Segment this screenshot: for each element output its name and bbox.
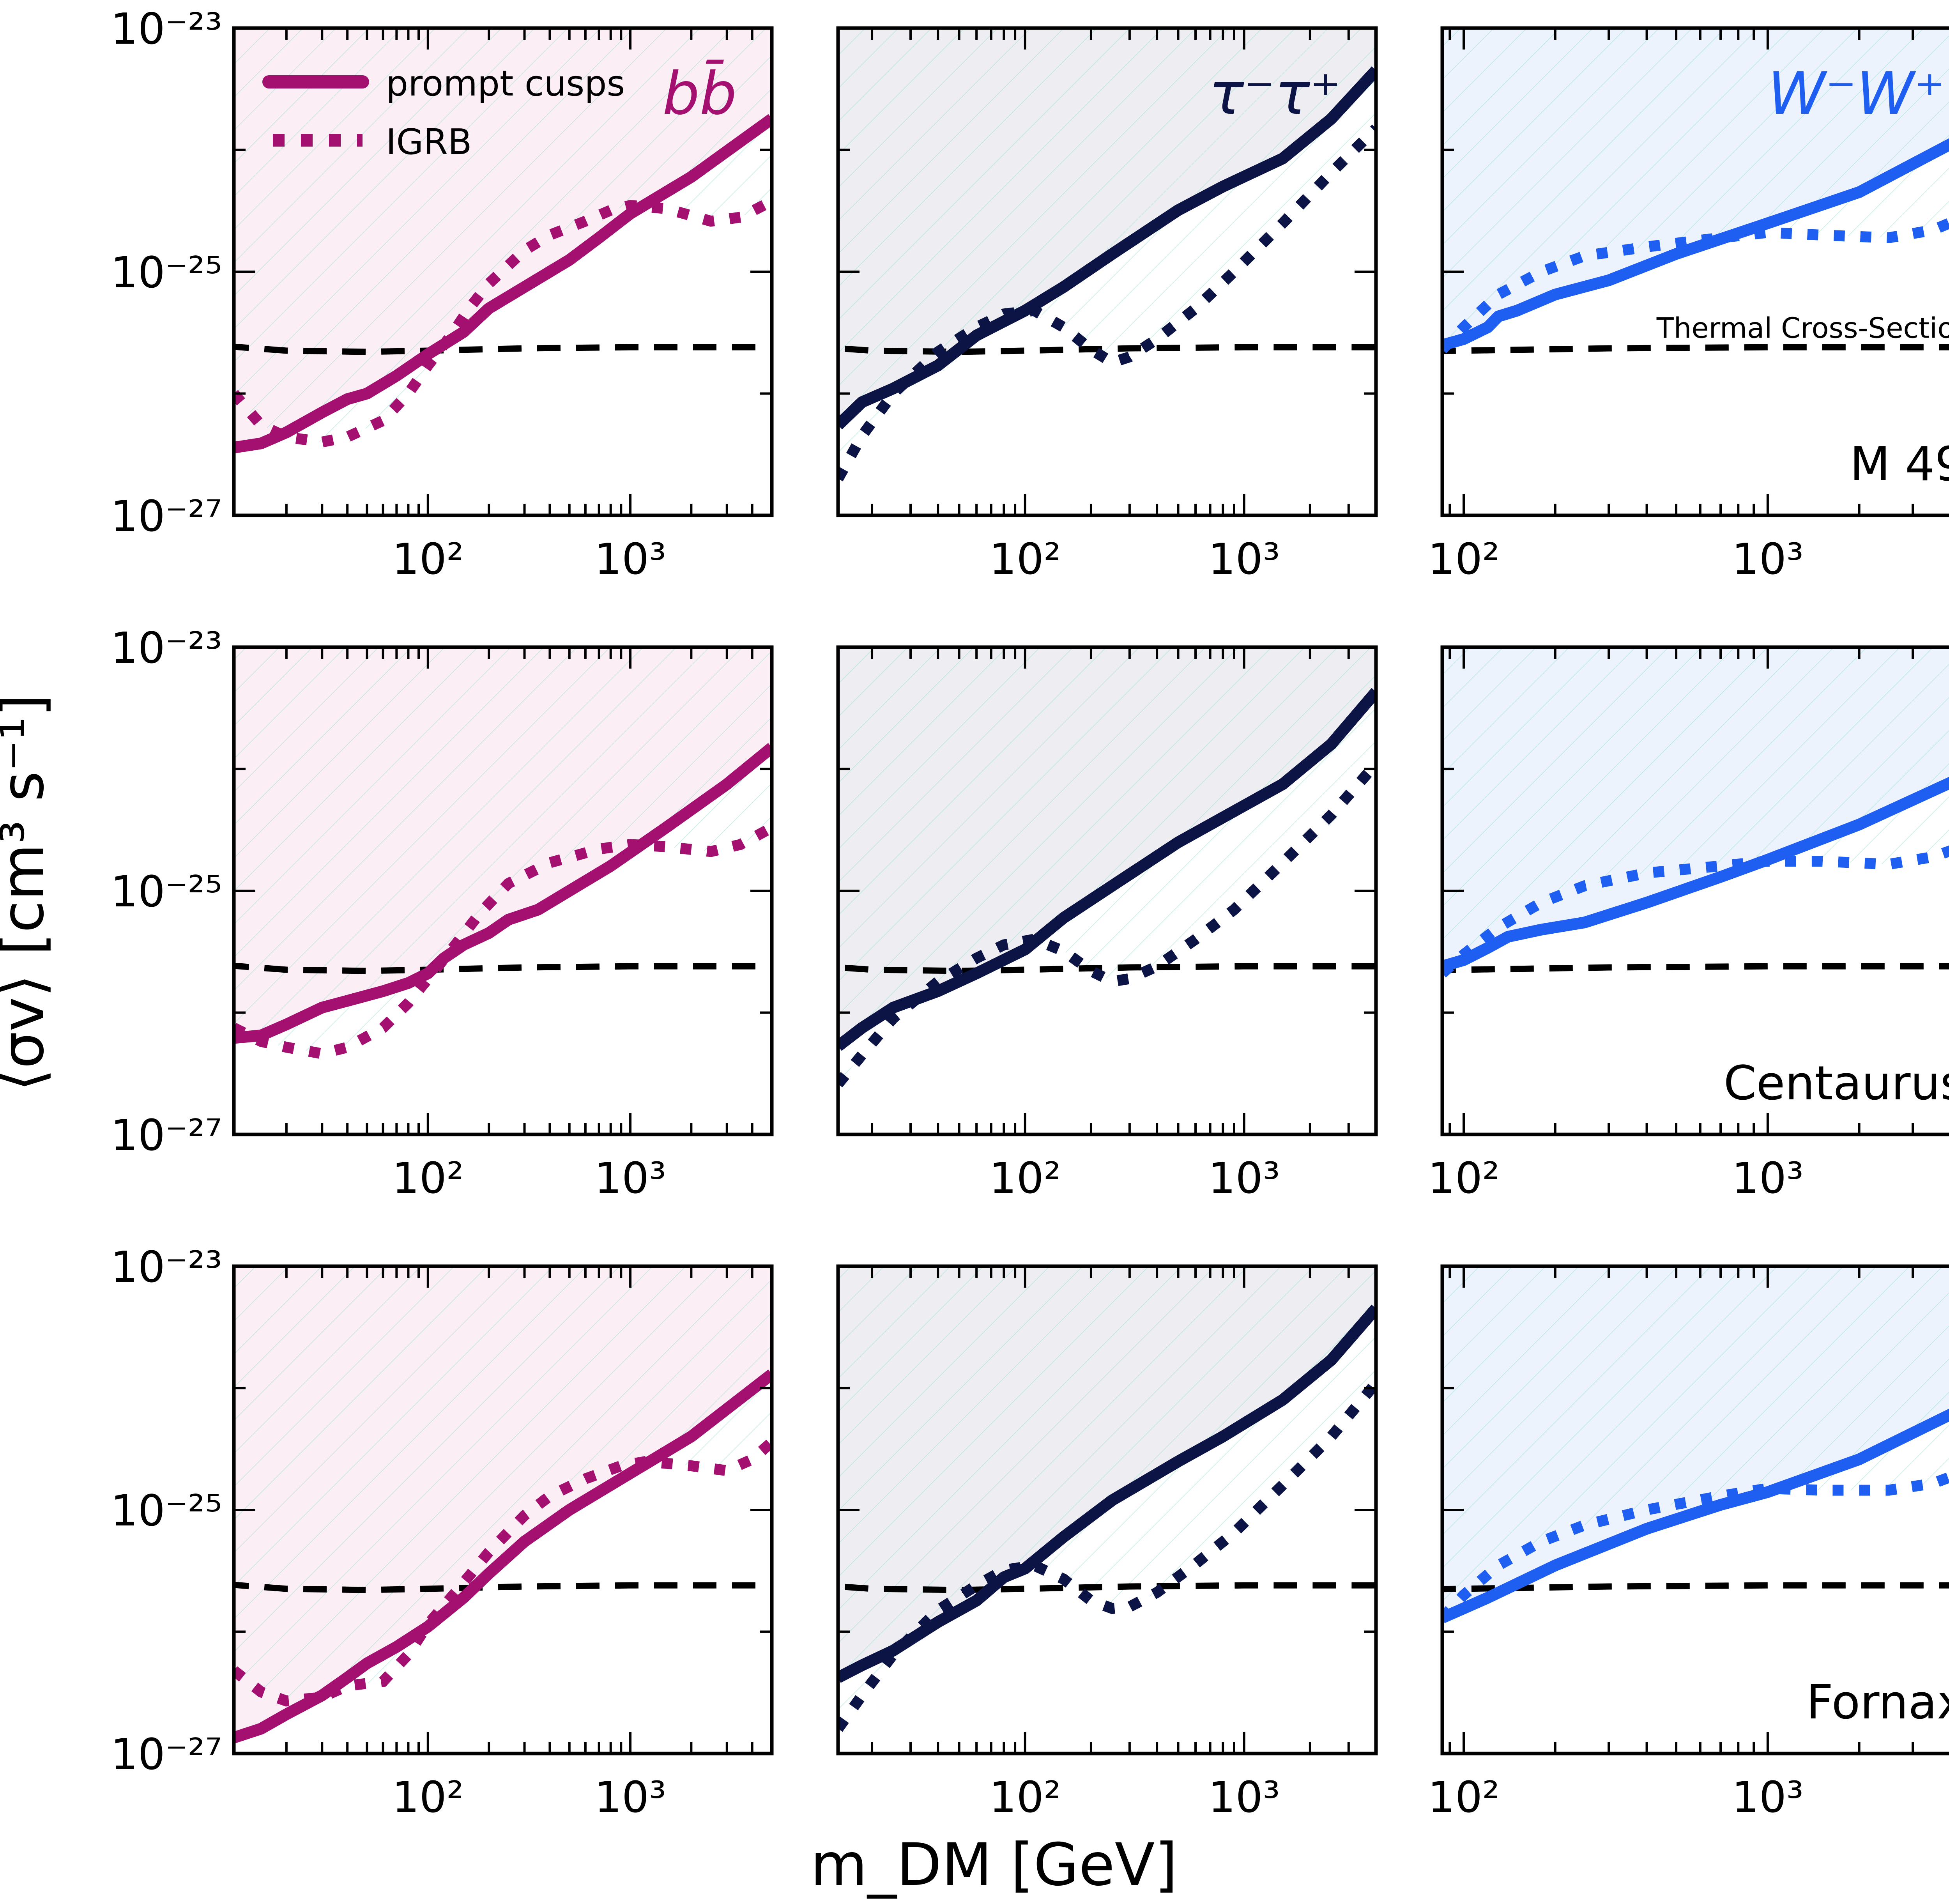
y-tick-label: 10⁻²⁷ [111, 1729, 222, 1779]
x-tick-label: 10³ [594, 534, 666, 584]
x-tick-label: 10² [392, 1772, 464, 1822]
x-tick-label: 10³ [594, 1772, 666, 1822]
x-tick-label: 10² [989, 1153, 1061, 1203]
thermal-cross-section-line [234, 1582, 772, 1593]
igrb-excluded-region [234, 28, 772, 442]
prompt-cusps-limit-line [838, 688, 1376, 1051]
x-tick-label: 10³ [1732, 1153, 1804, 1203]
igrb-excluded-region [1442, 647, 1949, 973]
y-tick-label: 10⁻²³ [111, 1242, 222, 1292]
x-tick-label: 10² [392, 1153, 464, 1203]
panel-tau-m-49: 10² 10³ τ⁻τ⁺ [836, 26, 1378, 584]
x-tick-label: 10² [1428, 1153, 1500, 1203]
legend-igrb-label: IGRB [386, 122, 472, 163]
igrb-limit-line [234, 1438, 772, 1707]
thermal-cross-section-line [838, 344, 1376, 355]
thermal-cross-section-line [838, 1582, 1376, 1593]
channel-label: bb̄ [663, 60, 737, 128]
prompt-cusps-limit-line [234, 1370, 772, 1743]
x-tick-label: 10³ [1208, 1153, 1280, 1203]
panel-tau-fornax: 10² 10³ [836, 1264, 1378, 1822]
x-tick-label: 10² [989, 534, 1061, 584]
y-tick-label: 10⁻²³ [111, 623, 222, 673]
y-tick-label: 10⁻²⁷ [111, 491, 222, 541]
igrb-excluded-region [838, 1266, 1376, 1729]
prompt-cusps-limit-line [234, 114, 772, 453]
y-tick-label: 10⁻²⁷ [111, 1110, 222, 1160]
thermal-cross-section-line [838, 963, 1376, 974]
channel-label: W⁻W⁺ [1768, 60, 1945, 128]
panel-tau-centaurus: 10² 10³ [836, 645, 1378, 1203]
panel-ww-centaurus: 10² 10³ Centaurus [1428, 645, 1949, 1203]
igrb-limit-line [1442, 845, 1949, 978]
panel-bb-centaurus: 10⁻²³ 10⁻²⁵ 10⁻²⁷ 10² 10³ [111, 623, 774, 1203]
x-tick-label: 10² [1428, 1772, 1500, 1822]
igrb-excluded-region [1442, 28, 1949, 350]
x-tick-label: 10² [989, 1772, 1061, 1822]
legend-prompt-label: prompt cusps [386, 63, 625, 104]
y-tick-label: 10⁻²³ [111, 4, 222, 54]
igrb-limit-line [838, 124, 1376, 481]
target-label: Centaurus [1724, 1056, 1949, 1111]
y-axis-label: ⟨σv⟩ [cm³ s⁻¹] [0, 694, 57, 1091]
igrb-limit-line [838, 760, 1376, 1088]
y-tick-label: 10⁻²⁵ [111, 1486, 222, 1536]
igrb-limit-line [1442, 1471, 1949, 1622]
x-tick-label: 10³ [1732, 1772, 1804, 1822]
igrb-excluded-region [838, 647, 1376, 1084]
prompt-cusps-limit-line [1442, 138, 1949, 351]
thermal-label: Thermal Cross-Section [1656, 311, 1949, 344]
y-tick-label: 10⁻²⁵ [111, 867, 222, 917]
target-label: M 49 [1850, 437, 1949, 492]
panel-ww-m-49: 10² 10³ W⁻W⁺ M 49 Thermal Cross-Section [1428, 26, 1949, 584]
igrb-limit-line [234, 823, 772, 1060]
x-tick-label: 10³ [1208, 1772, 1280, 1822]
igrb-excluded-region [234, 647, 772, 1054]
x-tick-label: 10² [1428, 534, 1500, 584]
prompt-cusps-limit-line [838, 66, 1376, 430]
target-label: Fornax [1806, 1676, 1949, 1730]
legend: prompt cusps IGRB [262, 63, 625, 163]
panel-bb-fornax: 10⁻²³ 10⁻²⁵ 10⁻²⁷ 10² 10³ [111, 1242, 774, 1822]
prompt-cusps-limit-line [838, 1304, 1376, 1683]
igrb-excluded-region [234, 1266, 772, 1701]
igrb-limit-line [1442, 217, 1949, 354]
prompt-cusps-limit-line [1442, 777, 1949, 972]
x-tick-label: 10³ [1732, 534, 1804, 584]
x-tick-label: 10³ [1208, 534, 1280, 584]
panel-bb-m-49: 10⁻²³ 10⁻²⁵ 10⁻²⁷ 10² 10³ bb̄ [111, 4, 774, 584]
prompt-cusps-limit-line [1442, 1409, 1949, 1623]
channel-label: τ⁻τ⁺ [1209, 60, 1341, 128]
prompt-cusps-limit-line [234, 743, 772, 1044]
panels: 10⁻²³ 10⁻²⁵ 10⁻²⁷ 10² 10³ bb̄ 10² 10³ τ⁻τ⁺ 10² 10³… [111, 4, 1949, 1822]
x-axis-label: m_DM [GeV] [810, 1831, 1178, 1899]
x-tick-label: 10³ [594, 1153, 666, 1203]
x-tick-label: 10² [392, 534, 464, 584]
y-tick-label: 10⁻²⁵ [111, 248, 222, 297]
igrb-limit-line [234, 196, 772, 448]
igrb-excluded-region [1442, 1266, 1949, 1618]
